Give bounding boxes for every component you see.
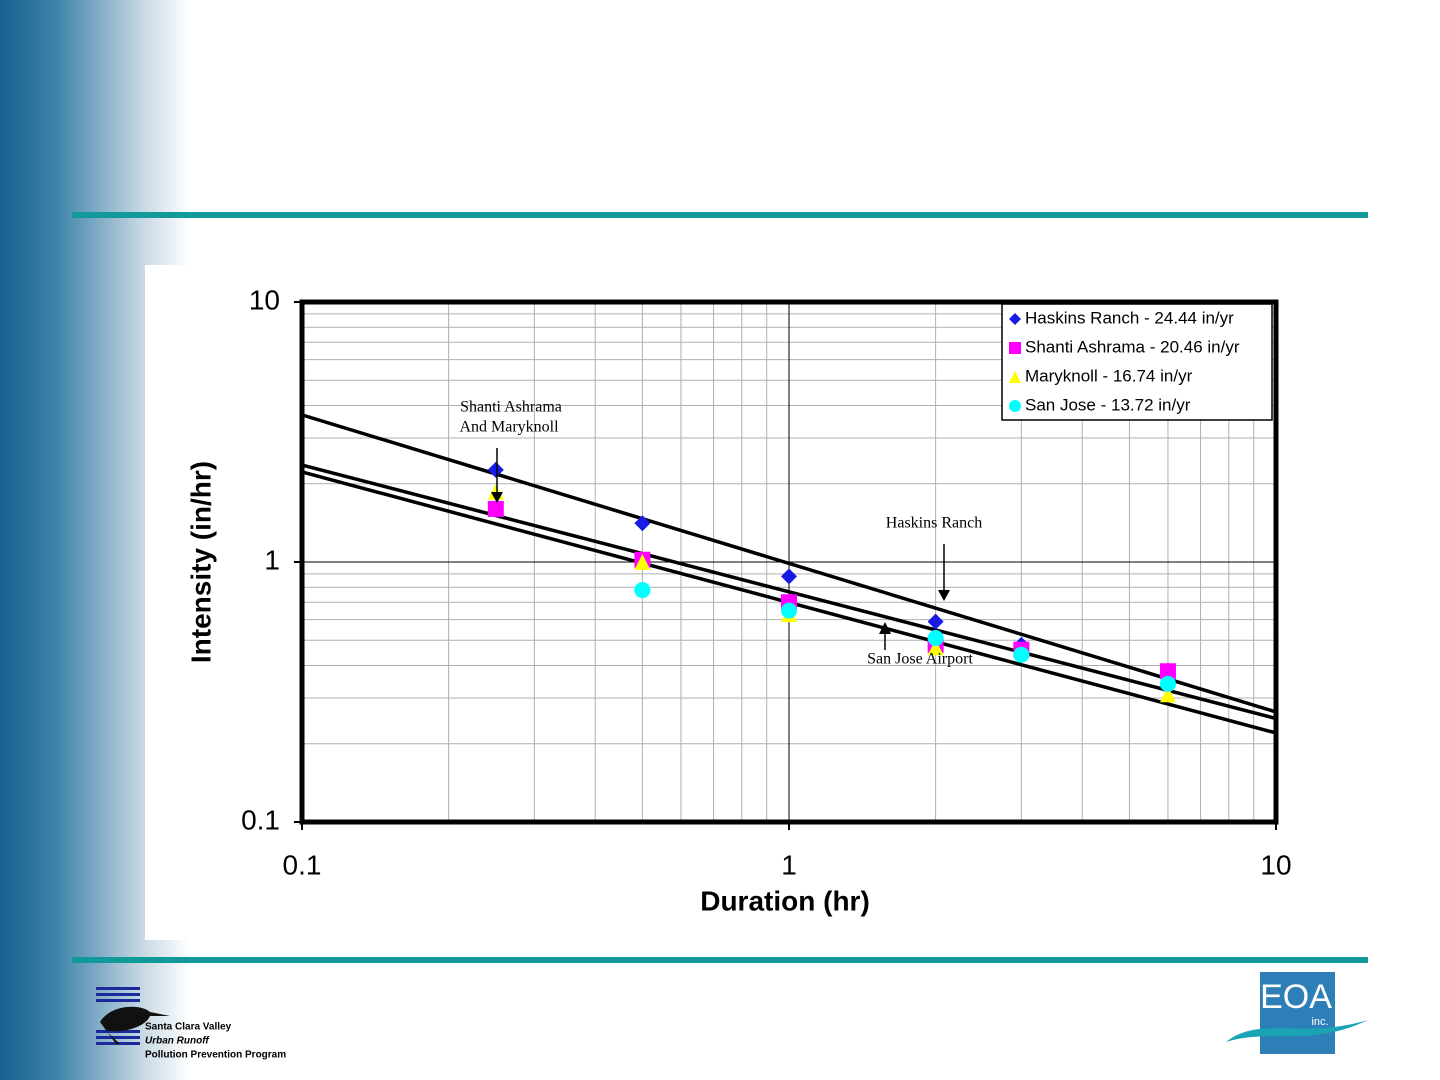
arrowhead [879, 622, 891, 634]
point [634, 554, 651, 570]
legend-label: Maryknoll - 16.74 in/yr [1025, 366, 1193, 385]
y-tick-label: 0.1 [241, 804, 280, 835]
x-tick-label: 10 [1260, 849, 1291, 880]
x-tick-label: 1 [781, 849, 797, 880]
annotation: Haskins Ranch [886, 515, 982, 532]
arrowhead [491, 492, 503, 503]
logo-text: inc. [1311, 1016, 1328, 1028]
trend-line [301, 413, 1277, 714]
annotation: Shanti Ashrama [460, 399, 562, 416]
y-tick-label: 1 [264, 544, 280, 575]
logo-text: Santa Clara Valley [145, 1022, 232, 1033]
bottom-rule [72, 957, 1368, 963]
y-axis-label: Intensity (in/hr) [185, 461, 216, 663]
legend-marker [1009, 313, 1021, 325]
point [927, 630, 944, 647]
x-tick-label: 0.1 [283, 849, 322, 880]
arrowhead [938, 590, 950, 601]
point [1159, 686, 1176, 703]
point [1159, 663, 1176, 680]
annotation: And Maryknoll [459, 419, 559, 436]
logo-text: EOA [1260, 978, 1332, 1016]
x-axis-label: Duration (hr) [700, 885, 870, 916]
y-tick-label: 10 [249, 284, 280, 315]
legend-marker [1009, 371, 1021, 383]
point [1013, 646, 1030, 663]
legend-label: San Jose - 13.72 in/yr [1025, 395, 1191, 414]
point [927, 639, 944, 656]
point [927, 613, 944, 630]
legend-marker [1009, 400, 1021, 412]
point [634, 582, 651, 599]
annotation: San Jose Airport [867, 651, 973, 668]
point [781, 568, 797, 585]
plot-frame [299, 299, 1279, 825]
point [634, 515, 651, 532]
point [487, 500, 504, 517]
left-logo: Santa Clara Valley Urban Runoff Pollutio… [96, 987, 286, 1061]
legend-label: Shanti Ashrama - 20.46 in/yr [1025, 337, 1240, 356]
top-rule [72, 212, 1368, 218]
logo-text: Pollution Prevention Program [145, 1050, 286, 1061]
legend-box [1001, 303, 1273, 421]
point [1159, 675, 1176, 692]
legend-marker [1009, 342, 1021, 354]
legend-label: Haskins Ranch - 24.44 in/yr [1025, 308, 1234, 327]
trend-line [301, 463, 1277, 721]
right-logo: EOA inc. [1226, 972, 1368, 1054]
logo-text: Urban Runoff [145, 1036, 210, 1047]
point [487, 461, 504, 478]
point [781, 602, 797, 619]
